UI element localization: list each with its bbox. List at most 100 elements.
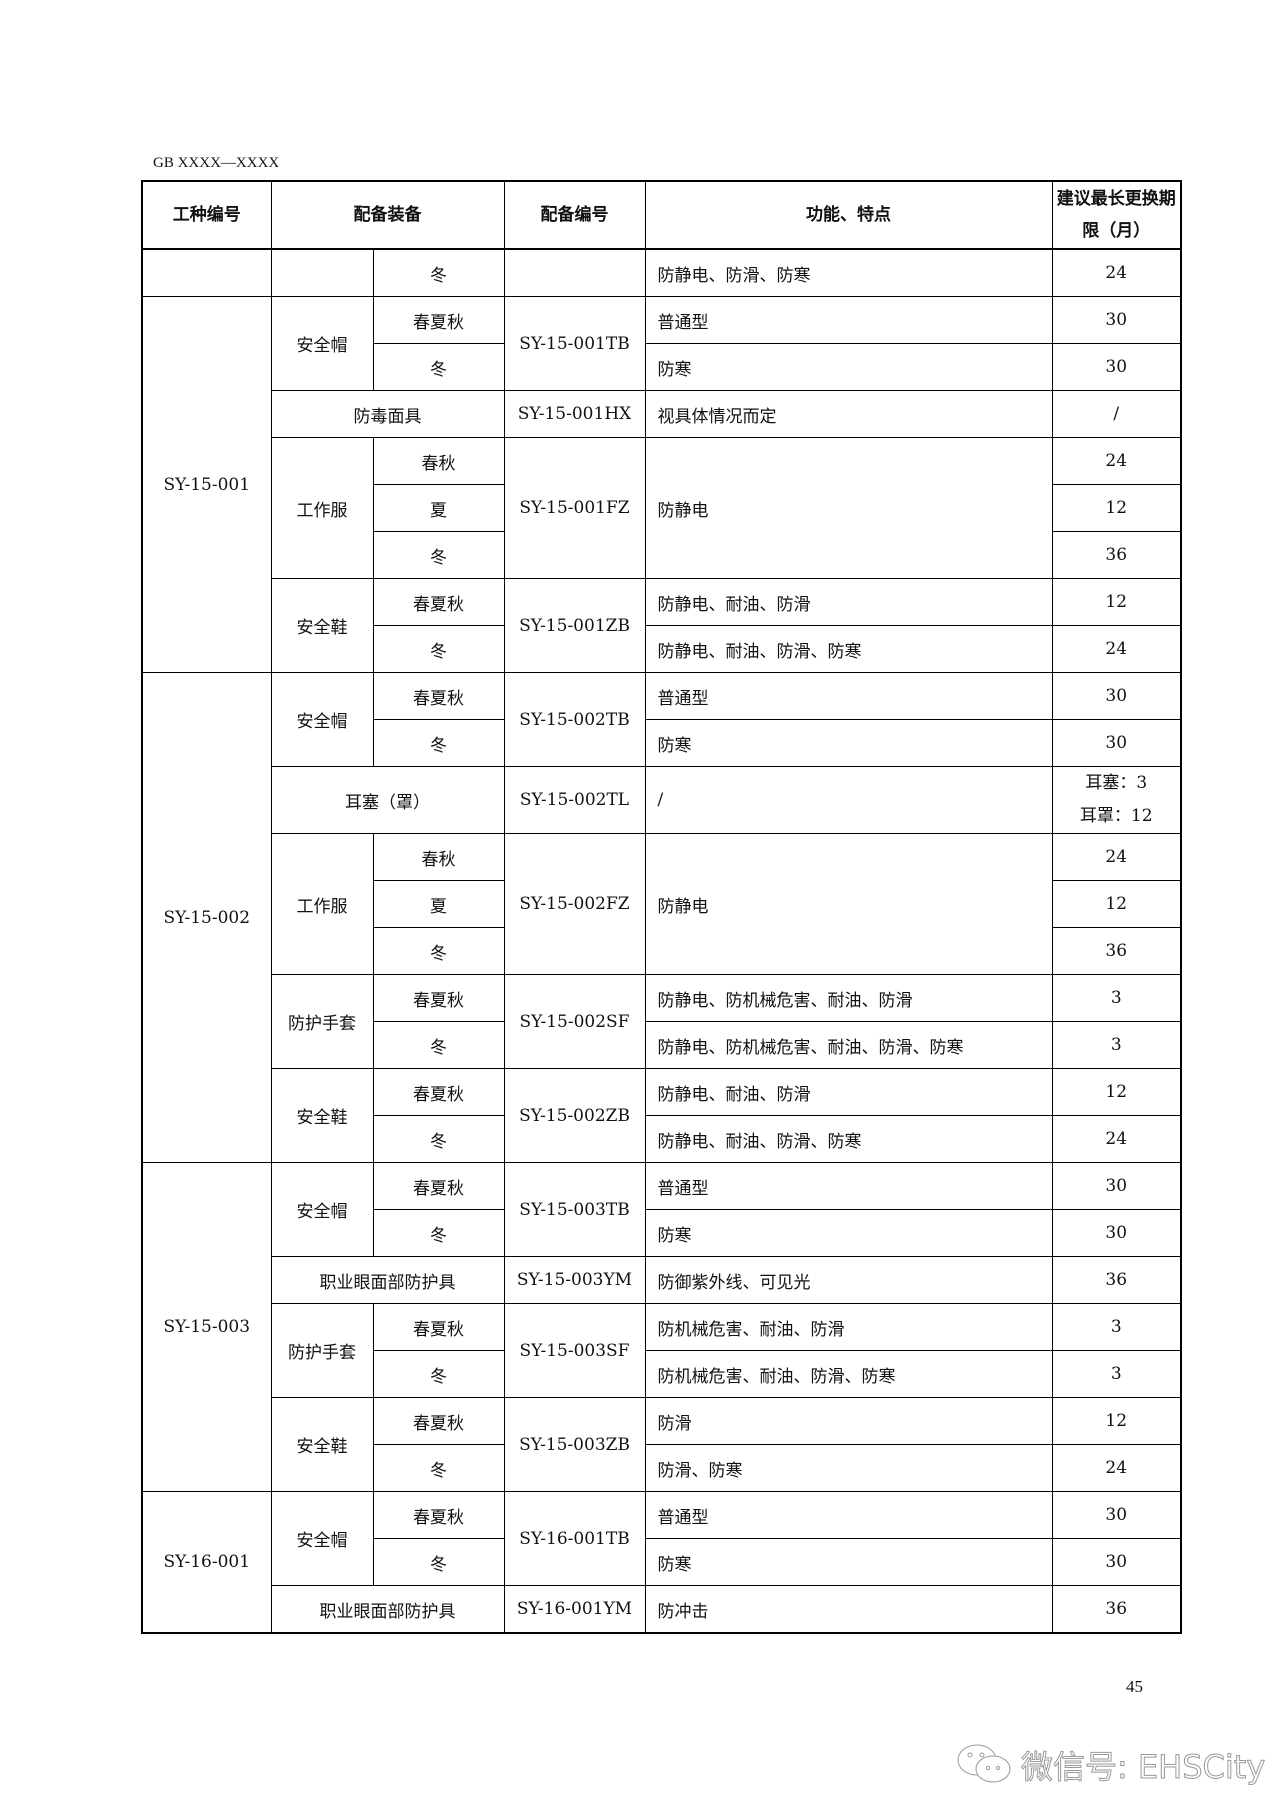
- season: 春秋: [372, 437, 505, 485]
- header-features: 功能、特点: [644, 180, 1053, 250]
- season: 夏: [372, 484, 505, 532]
- table-row: 耳塞（罩） SY-15-002TL / 耳塞：3 耳罩：12: [142, 766, 1182, 834]
- table-row: 冬 36: [142, 927, 1182, 975]
- watermark: 微信号: EHSCity: [955, 1742, 1266, 1788]
- wechat-icon: [957, 1744, 1011, 1783]
- feature: 防机械危害、耐油、防滑、防寒: [644, 1350, 1053, 1398]
- equipment-name: 防护手套: [270, 1303, 374, 1398]
- work-type-code: [141, 248, 272, 297]
- watermark-text: 微信号: EHSCity: [1020, 1748, 1266, 1787]
- season: 冬: [372, 927, 505, 975]
- feature: /: [644, 766, 1053, 834]
- feature: 防静电: [644, 833, 1053, 975]
- replacement-period: 36: [1051, 1585, 1182, 1634]
- table-row: 冬 防静电、防滑、防寒 24: [141, 248, 1182, 297]
- equipment-name: 安全帽: [270, 1491, 374, 1586]
- replacement-period: 30: [1051, 1162, 1182, 1210]
- equipment-name: 安全鞋: [270, 1397, 374, 1492]
- equipment-code: SY-15-003ZB: [503, 1397, 646, 1492]
- replacement-period: 3: [1051, 1021, 1182, 1069]
- table-row: 安全鞋 春夏秋 SY-15-002ZB 防静电、耐油、防滑 12: [142, 1068, 1182, 1163]
- feature: 防静电、耐油、防滑: [644, 578, 1053, 626]
- equipment-table: 工种编号 配备装备 配备编号 功能、特点 建议最长更换期限（月） 冬 防静电、防滑…: [141, 180, 1182, 1634]
- work-type-code: SY-15-003: [141, 1162, 272, 1492]
- season: 春夏秋: [372, 672, 505, 720]
- season: 夏: [372, 880, 505, 928]
- replacement-period: 24: [1051, 625, 1182, 673]
- season: 冬: [372, 531, 505, 579]
- equipment-code: SY-15-003YM: [503, 1256, 646, 1304]
- feature: 防静电、耐油、防滑、防寒: [644, 625, 1053, 673]
- season: 春夏秋: [372, 578, 505, 626]
- replacement-period: 24: [1051, 437, 1182, 485]
- season: 冬: [372, 343, 505, 391]
- equipment-code: SY-15-001FZ: [503, 437, 646, 579]
- feature: 防滑: [644, 1397, 1053, 1445]
- equipment-name: 耳塞（罩）: [270, 766, 505, 834]
- replacement-period: 24: [1051, 248, 1182, 297]
- replacement-period: 30: [1051, 1209, 1182, 1257]
- replacement-period: 12: [1051, 1397, 1182, 1445]
- table-row: 夏 12: [142, 880, 1182, 928]
- table-row: 冬 防静电、耐油、防滑、防寒 24: [142, 625, 1182, 673]
- season: 冬: [372, 248, 505, 297]
- feature: 普通型: [644, 296, 1053, 344]
- season: 冬: [372, 1538, 505, 1586]
- equipment-code: SY-15-003SF: [503, 1303, 646, 1398]
- replacement-period: 30: [1051, 296, 1182, 344]
- season: 春夏秋: [372, 974, 505, 1022]
- equipment-name: 安全鞋: [270, 1068, 374, 1163]
- equipment-name: 防护手套: [270, 974, 374, 1069]
- season: 冬: [372, 1209, 505, 1257]
- table-row: SY-15-003 安全帽 春夏秋 SY-15-003TB 普通型 30: [141, 1162, 1182, 1492]
- table-row: 冬 防寒 30: [142, 719, 1182, 767]
- season: 冬: [372, 719, 505, 767]
- equipment-name: 工作服: [270, 833, 374, 975]
- table-row: 防毒面具 SY-15-001HX 视具体情况而定 /: [142, 390, 1182, 438]
- table-row: 冬 防寒 30: [142, 343, 1182, 391]
- work-type-code: SY-16-001: [141, 1491, 272, 1634]
- table-row: 冬 防寒 30: [142, 1538, 1182, 1586]
- equipment-name: 安全鞋: [270, 578, 374, 673]
- equipment-name: 安全帽: [270, 672, 374, 767]
- season: 春夏秋: [372, 1162, 505, 1210]
- equipment-name: [270, 248, 374, 297]
- replacement-period: 30: [1051, 672, 1182, 720]
- table-row: 安全鞋 春夏秋 SY-15-001ZB 防静电、耐油、防滑 12: [142, 578, 1182, 673]
- work-type-code: SY-15-001: [141, 296, 272, 673]
- equipment-code: SY-15-002TB: [503, 672, 646, 767]
- table-row: 冬 36: [142, 531, 1182, 579]
- replacement-period: 3: [1051, 1350, 1182, 1398]
- table-row: SY-16-001 安全帽 春夏秋 SY-16-001TB 普通型 30: [141, 1491, 1182, 1634]
- equipment-code: SY-15-003TB: [503, 1162, 646, 1257]
- header-equipment: 配备装备: [270, 180, 505, 250]
- season: 春夏秋: [372, 1303, 505, 1351]
- work-type-code: SY-15-002: [141, 672, 272, 1163]
- season: 春夏秋: [372, 1491, 505, 1539]
- replacement-period: 30: [1051, 1538, 1182, 1586]
- replacement-period: 12: [1051, 578, 1182, 626]
- feature: 防静电: [644, 437, 1053, 579]
- feature: 防寒: [644, 343, 1053, 391]
- replacement-period: 12: [1051, 880, 1182, 928]
- equipment-code: [503, 248, 646, 297]
- table-header-row: 工种编号 配备装备 配备编号 功能、特点 建议最长更换期限（月）: [141, 180, 1182, 250]
- header-work-type: 工种编号: [141, 180, 272, 250]
- replacement-period: 3: [1051, 974, 1182, 1022]
- season: 春夏秋: [372, 1397, 505, 1445]
- season: 冬: [372, 625, 505, 673]
- feature: 防滑、防寒: [644, 1444, 1053, 1492]
- feature: 防静电、防机械危害、耐油、防滑: [644, 974, 1053, 1022]
- equipment-code: SY-15-002TL: [503, 766, 646, 834]
- feature: 普通型: [644, 1162, 1053, 1210]
- replacement-period: 24: [1051, 833, 1182, 881]
- feature: 防御紫外线、可见光: [644, 1256, 1053, 1304]
- feature: 防寒: [644, 1209, 1053, 1257]
- table-row: 防护手套 春夏秋 SY-15-003SF 防机械危害、耐油、防滑 3: [142, 1303, 1182, 1398]
- table-row: SY-15-001 安全帽 春夏秋 SY-15-001TB 普通型 30: [141, 296, 1182, 673]
- equipment-code: SY-15-001HX: [503, 390, 646, 438]
- equipment-code: SY-16-001YM: [503, 1585, 646, 1634]
- table-row: 夏 12: [142, 484, 1182, 532]
- table-row: 冬 防滑、防寒 24: [142, 1444, 1182, 1492]
